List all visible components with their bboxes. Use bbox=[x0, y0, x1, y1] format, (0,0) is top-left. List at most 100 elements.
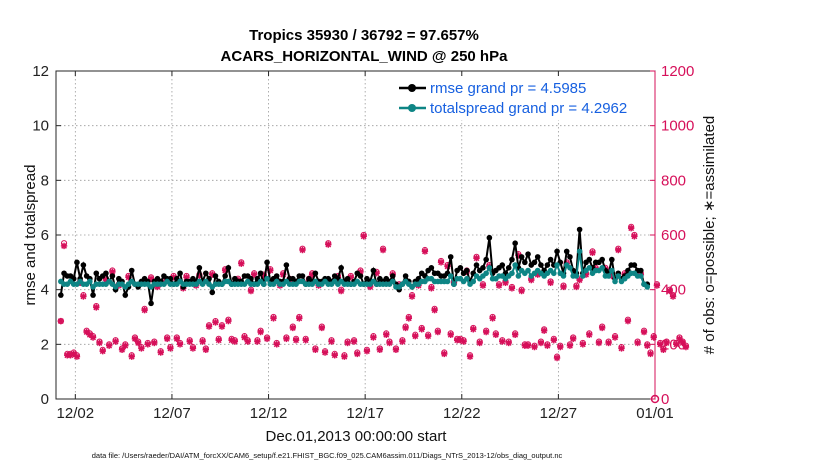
spread-point bbox=[576, 248, 583, 255]
spread-series bbox=[58, 248, 651, 290]
star-stroke bbox=[431, 307, 438, 314]
star-stroke bbox=[554, 355, 560, 361]
obs-possible-point bbox=[60, 240, 68, 247]
rmse-point bbox=[464, 267, 470, 274]
obs-possible-point bbox=[605, 338, 612, 345]
obs-possible-point bbox=[499, 337, 506, 344]
star-stroke bbox=[393, 346, 399, 353]
obs-possible-point bbox=[640, 327, 648, 334]
star-stroke bbox=[599, 325, 606, 331]
star-stroke bbox=[341, 353, 348, 360]
star-stroke bbox=[99, 348, 106, 355]
obs-assimilated-point bbox=[505, 339, 512, 347]
spread-point bbox=[554, 262, 560, 268]
spread-point bbox=[573, 273, 580, 279]
obs-possible-point bbox=[241, 333, 248, 340]
obs-possible-point bbox=[405, 313, 412, 321]
obs-possible-point bbox=[331, 350, 338, 357]
star-stroke bbox=[360, 233, 367, 240]
rmse-point bbox=[273, 273, 280, 279]
star-stroke bbox=[673, 341, 680, 348]
obs-possible-point bbox=[379, 245, 387, 252]
obs-possible-point bbox=[557, 342, 564, 349]
star-stroke bbox=[399, 338, 406, 345]
spread-point bbox=[560, 273, 567, 279]
obs-possible-point bbox=[205, 322, 213, 329]
star-stroke bbox=[299, 247, 306, 253]
obs-assimilated-point bbox=[176, 341, 184, 348]
obs-possible-point bbox=[418, 324, 425, 332]
x-tick-label: 12/07 bbox=[153, 405, 191, 422]
obs-assimilated-point bbox=[598, 324, 606, 332]
y-right-tick-label: 600 bbox=[661, 227, 686, 244]
star-stroke bbox=[544, 342, 551, 349]
obs-possible-point bbox=[318, 323, 325, 330]
obs-possible-point bbox=[254, 337, 261, 344]
rmse-point bbox=[473, 262, 480, 268]
data-file-footnote: data file: /Users/raeder/DAI/ATM_forcXX/… bbox=[92, 451, 563, 460]
obs-possible-point bbox=[624, 316, 632, 323]
star-stroke bbox=[273, 341, 280, 348]
obs-possible-point bbox=[428, 283, 435, 291]
obs-possible-point bbox=[80, 292, 87, 299]
y-left-tick-label: 10 bbox=[32, 118, 49, 135]
star-stroke bbox=[376, 346, 383, 353]
star-stroke bbox=[138, 345, 145, 352]
star-stroke bbox=[570, 335, 577, 342]
x-axis-label: Dec.01,2013 00:00:00 start bbox=[266, 428, 448, 445]
obs-possible-point bbox=[225, 316, 232, 323]
legend-spread-marker bbox=[408, 104, 416, 112]
obs-possible-point bbox=[473, 253, 480, 260]
obs-possible-point bbox=[93, 302, 100, 310]
star-stroke bbox=[74, 353, 80, 360]
star-stroke bbox=[405, 315, 412, 322]
obs-possible-point bbox=[537, 338, 545, 345]
star-stroke bbox=[302, 337, 309, 344]
x-tick-label: 12/02 bbox=[57, 405, 95, 422]
obs-possible-point bbox=[141, 305, 148, 312]
rmse-point bbox=[203, 270, 209, 277]
obs-possible-point bbox=[257, 327, 264, 334]
star-stroke bbox=[634, 340, 641, 346]
star-stroke bbox=[612, 334, 618, 341]
spread-point bbox=[615, 273, 622, 279]
obs-possible-point bbox=[524, 341, 532, 348]
obs-possible-point bbox=[173, 334, 180, 341]
obs-possible-point bbox=[547, 278, 554, 285]
rmse-point bbox=[212, 273, 219, 279]
chart-title-line2: ACARS_HORIZONTAL_WIND @ 250 hPa bbox=[221, 48, 509, 65]
obs-possible-point bbox=[57, 318, 64, 325]
obs-possible-point bbox=[292, 335, 300, 342]
rmse-point bbox=[544, 262, 551, 268]
x-tick-label: 12/12 bbox=[250, 405, 288, 422]
obs-possible-point bbox=[679, 338, 686, 345]
obs-assimilated-point bbox=[205, 323, 213, 330]
obs-possible-point bbox=[447, 330, 454, 337]
star-stroke bbox=[86, 331, 93, 338]
obs-possible-point bbox=[350, 337, 358, 344]
obs-possible-point bbox=[412, 331, 419, 338]
rmse-point bbox=[344, 275, 351, 282]
y-right-tick-label: 0 bbox=[661, 391, 669, 408]
obs-possible-point bbox=[611, 333, 619, 340]
obs-possible-point bbox=[283, 334, 290, 341]
right-y-axis-ticks: 0 200 400 600 800 1000 1200 bbox=[650, 63, 694, 408]
star-stroke bbox=[93, 304, 100, 311]
spread-point bbox=[444, 278, 451, 285]
star-stroke bbox=[132, 335, 138, 342]
star-stroke bbox=[483, 329, 490, 335]
obs-possible-point bbox=[425, 331, 432, 338]
obs-possible-point bbox=[521, 341, 528, 348]
rmse-point bbox=[522, 259, 528, 266]
spread-point bbox=[551, 270, 557, 277]
obs-possible-point bbox=[653, 281, 661, 288]
rmse-point bbox=[563, 248, 570, 255]
star-stroke bbox=[106, 342, 113, 349]
rmse-point bbox=[480, 265, 486, 271]
obs-possible-point bbox=[573, 282, 580, 289]
rmse-point bbox=[531, 259, 538, 266]
y-right-tick-label: 1200 bbox=[661, 63, 694, 80]
rmse-point bbox=[518, 254, 525, 260]
rmse-point bbox=[209, 289, 216, 296]
star-stroke bbox=[557, 344, 564, 350]
